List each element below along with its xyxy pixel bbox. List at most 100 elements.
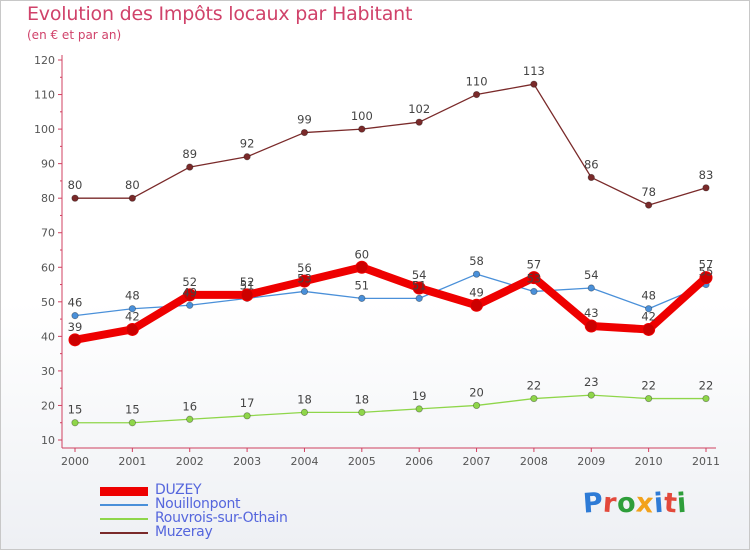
- y-tick-label: 120: [34, 54, 55, 67]
- data-label: 57: [699, 258, 714, 272]
- data-label: 42: [125, 309, 140, 323]
- data-label: 15: [68, 403, 83, 417]
- data-point: [645, 201, 653, 209]
- data-label: 83: [699, 168, 714, 182]
- data-label: 20: [469, 385, 484, 399]
- chart-title: Evolution des Impôts locaux par Habitant: [27, 3, 413, 25]
- legend-swatch: [100, 486, 148, 496]
- data-label: 17: [240, 396, 255, 410]
- data-point: [300, 408, 309, 416]
- data-point: [530, 80, 538, 88]
- data-label: 18: [297, 392, 312, 406]
- data-point: [472, 401, 481, 410]
- chart-subtitle: (en € et par an): [27, 28, 122, 42]
- series-duzey: [68, 260, 713, 347]
- data-label: 80: [68, 178, 83, 192]
- data-point: [645, 305, 653, 313]
- data-label: 51: [412, 278, 427, 292]
- y-tick-label: 100: [34, 123, 55, 136]
- data-label: 52: [240, 275, 255, 289]
- data-point: [243, 153, 251, 161]
- legend-swatch: [100, 518, 148, 520]
- x-tick-label: 2011: [692, 455, 720, 468]
- y-tick-label: 110: [34, 89, 55, 102]
- data-label: 51: [354, 278, 369, 292]
- data-label: 15: [125, 403, 140, 417]
- series-line: [71, 263, 710, 344]
- data-label: 23: [584, 375, 599, 389]
- data-label: 55: [699, 265, 714, 279]
- data-point: [702, 184, 710, 192]
- y-tick-label: 50: [41, 296, 55, 309]
- data-label: 58: [469, 254, 484, 268]
- x-tick-label: 2000: [61, 455, 89, 468]
- data-label: 60: [354, 247, 369, 261]
- data-label: 49: [182, 285, 197, 299]
- data-label: 51: [240, 278, 255, 292]
- data-point: [472, 270, 481, 278]
- data-point: [128, 194, 136, 202]
- y-tick-label: 80: [41, 192, 55, 205]
- data-label: 48: [125, 289, 140, 303]
- data-label: 22: [641, 379, 656, 393]
- data-label: 18: [354, 392, 369, 406]
- data-point: [530, 287, 538, 296]
- series-line: [74, 273, 707, 317]
- data-label: 53: [527, 271, 542, 285]
- data-label: 49: [469, 285, 484, 299]
- legend-label: Muzeray: [155, 524, 213, 540]
- data-point: [358, 294, 366, 302]
- data-label: 22: [699, 379, 714, 393]
- data-point: [587, 284, 595, 292]
- data-point: [415, 294, 423, 302]
- data-label: 92: [240, 137, 255, 151]
- data-label: 42: [641, 309, 656, 323]
- logo-letter: x: [635, 487, 656, 520]
- data-point: [358, 408, 366, 416]
- data-label: 54: [584, 268, 599, 282]
- y-tick-label: 90: [41, 158, 55, 171]
- data-point: [527, 271, 541, 285]
- data-point: [702, 394, 710, 403]
- proxiti-logo: Proxiti: [581, 487, 688, 520]
- data-label: 39: [68, 320, 83, 334]
- data-point: [243, 412, 251, 420]
- data-point: [300, 128, 309, 137]
- data-point: [186, 415, 194, 423]
- data-label: 78: [641, 185, 656, 199]
- data-label: 86: [584, 157, 599, 171]
- data-label: 22: [527, 379, 542, 393]
- data-point: [71, 312, 79, 320]
- series-line: [74, 83, 707, 206]
- x-tick-label: 2003: [233, 455, 261, 468]
- data-point: [128, 419, 136, 427]
- data-label: 57: [527, 258, 542, 272]
- data-label: 19: [412, 389, 427, 403]
- x-tick-label: 2004: [290, 455, 318, 468]
- data-point: [186, 163, 194, 171]
- y-tick-label: 30: [41, 365, 55, 378]
- data-label: 99: [297, 113, 312, 127]
- x-tick-label: 2009: [577, 455, 605, 468]
- data-point: [186, 301, 194, 309]
- data-label: 100: [351, 109, 373, 123]
- data-label: 80: [125, 178, 140, 192]
- data-point: [297, 274, 311, 288]
- data-label: 16: [182, 399, 197, 413]
- data-point: [71, 419, 79, 427]
- data-point: [530, 394, 538, 403]
- logo-letter: P: [581, 487, 605, 520]
- logo-letter: o: [616, 487, 638, 520]
- x-tick-label: 2008: [520, 455, 548, 468]
- series-nouillonpont: [71, 270, 710, 320]
- legend-label: DUZEY: [155, 482, 202, 498]
- data-point: [584, 319, 598, 333]
- data-point: [587, 391, 595, 399]
- data-label: 110: [466, 75, 488, 89]
- legend-label: Rouvrois-sur-Othain: [155, 510, 288, 526]
- data-label: 52: [182, 275, 197, 289]
- x-tick-label: 2002: [176, 455, 204, 468]
- data-point: [470, 298, 484, 312]
- y-tick-label: 20: [41, 399, 55, 412]
